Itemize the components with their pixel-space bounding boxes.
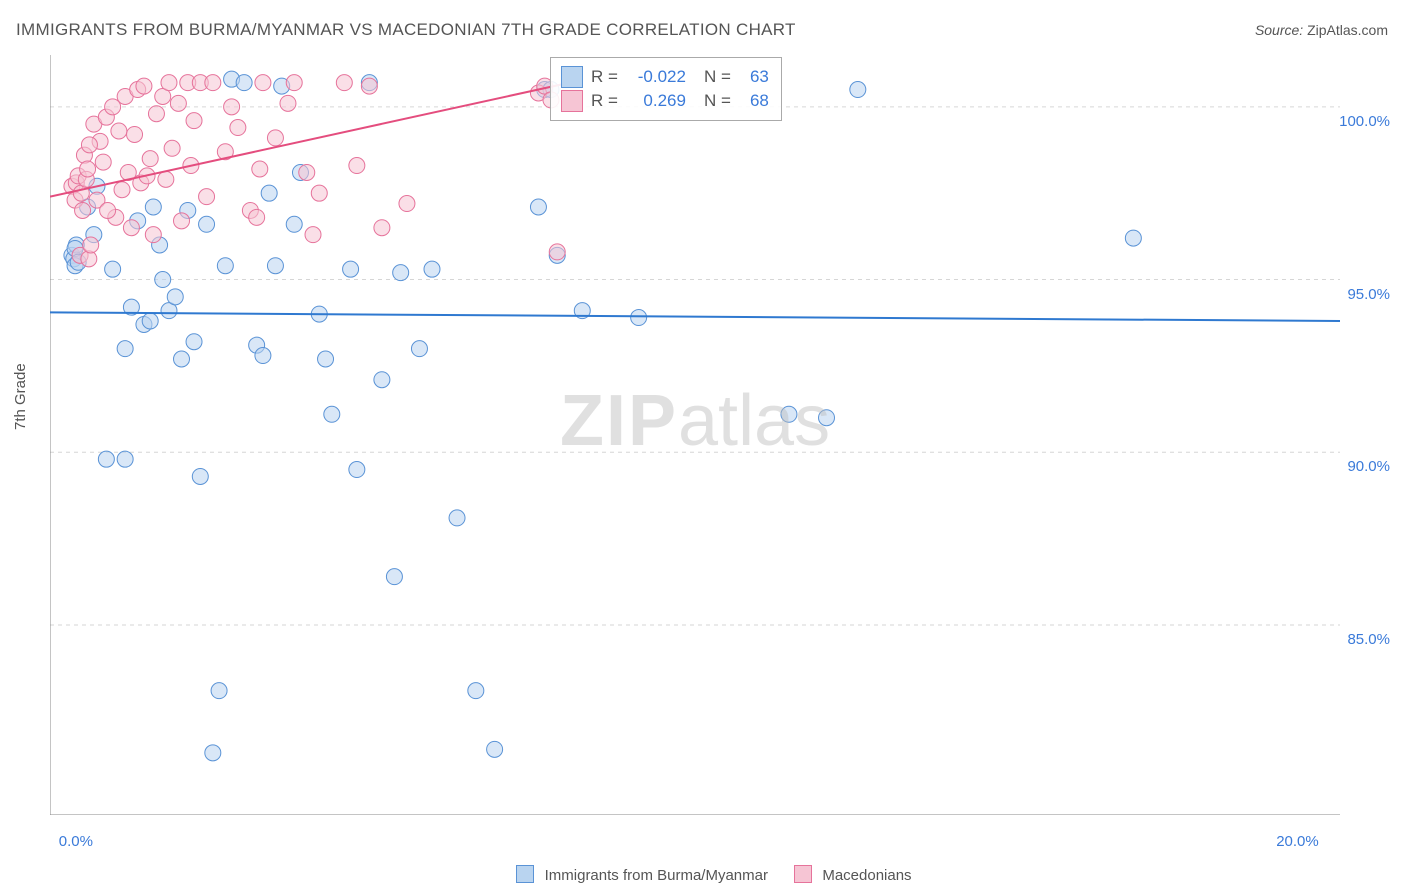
x-tick-label: 20.0% (1276, 833, 1319, 850)
legend-r-label: R = (591, 67, 618, 87)
y-tick-label: 100.0% (1339, 113, 1390, 130)
legend-r-label: R = (591, 91, 618, 111)
legend-n-label: N = (704, 67, 731, 87)
source-credit: Source: ZipAtlas.com (1255, 22, 1388, 38)
legend-r-value-series1: -0.022 (626, 67, 686, 87)
legend-r-value-series2: 0.269 (626, 91, 686, 111)
bottom-swatch-series1 (516, 865, 534, 883)
y-tick-label: 90.0% (1347, 458, 1390, 475)
source-label: Source: (1255, 22, 1303, 38)
legend-n-value-series1: 63 (739, 67, 769, 87)
y-tick-label: 95.0% (1347, 286, 1390, 303)
bottom-swatch-series2 (794, 865, 812, 883)
correlation-legend: R = -0.022 N = 63 R = 0.269 N = 68 (550, 57, 782, 121)
chart-title: IMMIGRANTS FROM BURMA/MYANMAR VS MACEDON… (16, 20, 796, 40)
bottom-label-series1: Immigrants from Burma/Myanmar (545, 867, 768, 884)
legend-row-series1: R = -0.022 N = 63 (561, 66, 769, 88)
chart-area: ZIPatlas R = -0.022 N = 63 R = 0.269 N =… (50, 55, 1340, 815)
x-tick-label: 0.0% (59, 833, 93, 850)
y-tick-label: 85.0% (1347, 631, 1390, 648)
legend-n-value-series2: 68 (739, 91, 769, 111)
legend-swatch-series2 (561, 90, 583, 112)
legend-row-series2: R = 0.269 N = 68 (561, 90, 769, 112)
scatter-chart-svg (50, 55, 1340, 815)
y-axis-label: 7th Grade (12, 363, 29, 430)
source-site: ZipAtlas.com (1307, 22, 1388, 38)
legend-n-label: N = (704, 91, 731, 111)
legend-swatch-series1 (561, 66, 583, 88)
bottom-label-series2: Macedonians (822, 867, 911, 884)
bottom-legend: Immigrants from Burma/Myanmar Macedonian… (0, 865, 1406, 884)
